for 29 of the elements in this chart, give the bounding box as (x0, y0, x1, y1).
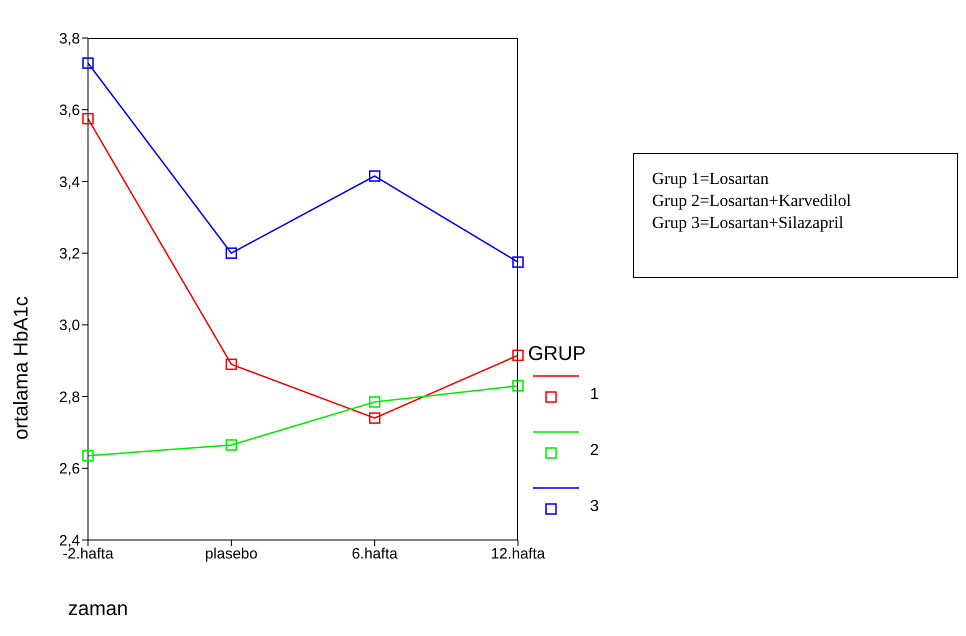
point (368, 396, 380, 408)
y-tick-label: 2,6 (59, 460, 80, 478)
y-tick-label: 3,6 (59, 102, 80, 120)
point (82, 450, 94, 462)
legend-title: GRUP (528, 343, 587, 366)
point (368, 170, 380, 182)
y-tick-label: 2,8 (59, 388, 80, 406)
point (82, 57, 94, 69)
point (226, 247, 238, 259)
x-tick-label: 6.hafta (352, 546, 398, 563)
x-axis-title: zaman (68, 598, 128, 621)
legend-label: 1 (590, 386, 599, 404)
y-tick-label: 3,2 (59, 245, 80, 262)
y-tick-label: 3,8 (59, 30, 80, 48)
point (368, 412, 380, 424)
legend-label: 2 (590, 442, 599, 460)
x-tick-label: 12.hafta (490, 546, 546, 563)
point (82, 112, 94, 124)
x-tick-label: plasebo (205, 546, 258, 563)
y-tick-label: 3,0 (59, 317, 80, 334)
point (512, 256, 524, 268)
text: Grup 1=Losartan Grup 2=Losartan+Karvedilol Grup 3=Losartan+Silazapril (633, 153, 958, 278)
point (512, 380, 524, 392)
point (226, 358, 238, 370)
y-tick-label: 3,4 (59, 174, 80, 191)
y-axis-title: ortalama HbA1c (10, 296, 34, 440)
legend-label: 3 (590, 498, 599, 516)
point (226, 439, 238, 451)
point (512, 350, 524, 362)
